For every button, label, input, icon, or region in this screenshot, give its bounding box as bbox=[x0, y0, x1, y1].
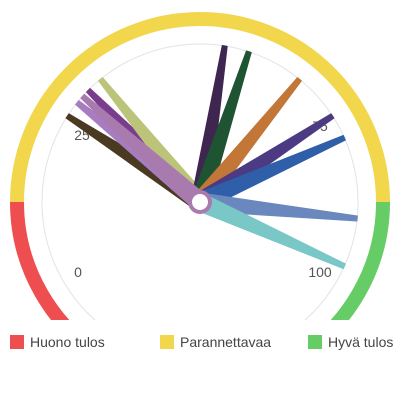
gauge-band-2 bbox=[330, 201, 390, 320]
legend-swatch bbox=[308, 335, 322, 349]
tick-label-100: 100 bbox=[308, 264, 332, 280]
gauge-pivot bbox=[188, 190, 212, 214]
gauge-band-0 bbox=[10, 201, 70, 320]
legend-label: Hyvä tulos bbox=[328, 334, 394, 350]
legend-item-huono-tulos[interactable]: Huono tulos bbox=[10, 332, 105, 352]
legend-item-hyva-tulos[interactable]: Hyvä tulos bbox=[308, 332, 393, 352]
gauge-inner-arc bbox=[41, 43, 359, 320]
gauge-inner-arc-line bbox=[41, 43, 359, 320]
gauge-bands bbox=[10, 12, 390, 320]
gauge-needle-11 bbox=[80, 93, 207, 210]
gauge-needles bbox=[65, 45, 358, 270]
tick-label-0: 0 bbox=[74, 264, 82, 280]
gauge-svg: 0 25 75 100 bbox=[10, 12, 390, 320]
legend-label: Huono tulos bbox=[30, 334, 105, 350]
legend-swatch bbox=[10, 335, 24, 349]
legend-item-parannettavaa[interactable]: Parannettavaa bbox=[160, 332, 271, 352]
legend-label: Parannettavaa bbox=[180, 334, 272, 350]
gauge-band-1 bbox=[10, 12, 390, 203]
legend: Huono tulos Parannettavaa Hyvä tulos bbox=[10, 332, 410, 352]
legend-swatch bbox=[160, 335, 174, 349]
